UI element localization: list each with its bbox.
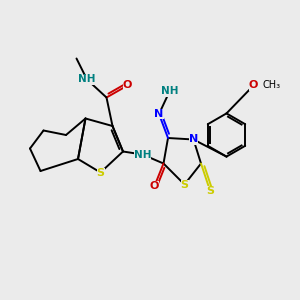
Text: S: S — [206, 185, 214, 196]
Text: NH: NH — [78, 74, 96, 85]
Text: CH₃: CH₃ — [262, 80, 280, 91]
Text: N: N — [189, 134, 198, 145]
Text: S: S — [97, 167, 104, 178]
Text: O: O — [150, 181, 159, 191]
Text: O: O — [249, 80, 258, 91]
Text: N: N — [154, 109, 164, 119]
Text: NH: NH — [134, 149, 151, 160]
Text: S: S — [181, 179, 188, 190]
Text: O: O — [123, 80, 132, 91]
Text: NH: NH — [161, 86, 178, 97]
